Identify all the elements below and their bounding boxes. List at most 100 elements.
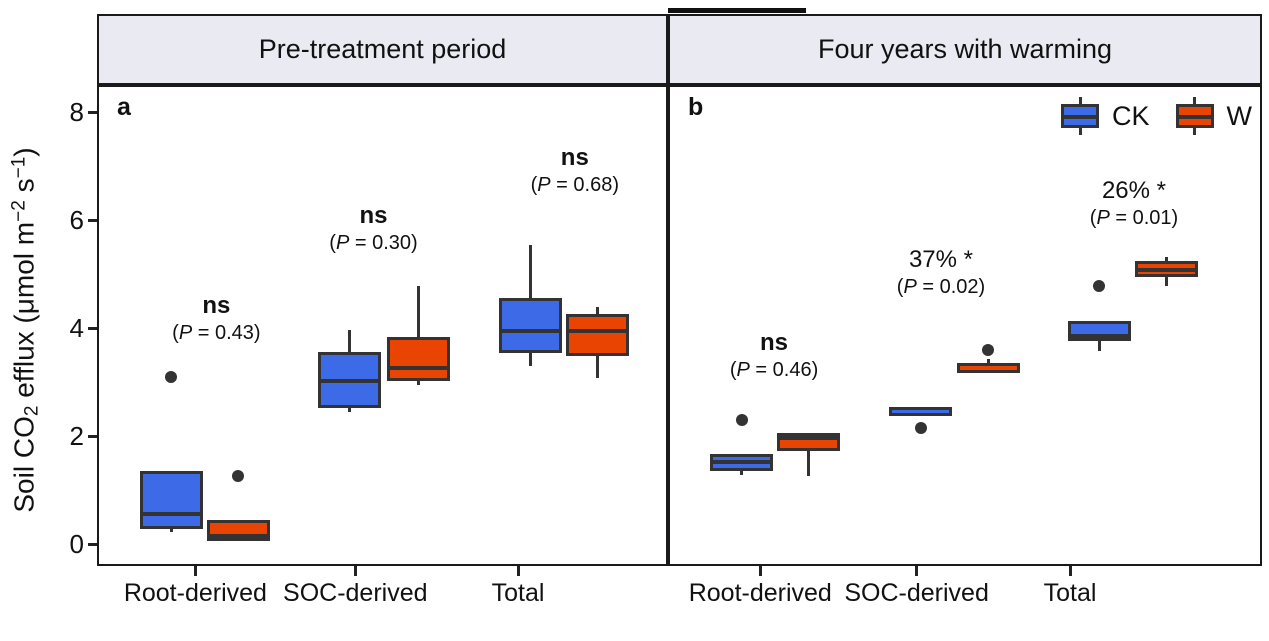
significance-label: ns (202, 292, 231, 320)
outlier-point (735, 414, 748, 427)
panel-header-warming: Four years with warming (668, 14, 1262, 85)
p-value-label: (P = 0.30) (329, 231, 418, 254)
x-category-label: Total (491, 579, 545, 607)
y-title-text: efflux (μmol m (8, 221, 40, 406)
significance-label: ns (560, 143, 589, 171)
box-ck (139, 471, 203, 529)
legend-label-ck: CK (1112, 100, 1150, 131)
box-ck (889, 407, 953, 416)
whisker-low (416, 381, 420, 385)
plot-area-a: a Root-derived ns (P = 0.43) SOC-derived ns(… (97, 85, 668, 607)
y-title-text: Soil CO (8, 416, 40, 513)
p-value-label: (P = 0.68) (530, 173, 620, 196)
panel-pretreatment: Pre-treatment period a Root-derived ns (P … (97, 14, 668, 607)
outlier-point (165, 370, 178, 383)
whisker-high (416, 285, 420, 338)
box-w (565, 314, 629, 357)
y-tick-label: 2 (69, 421, 84, 451)
panel-label-b: b (688, 93, 704, 121)
y-tick-label: 8 (69, 97, 84, 127)
box-ck (1067, 320, 1131, 342)
whisker-low (169, 528, 173, 533)
median-line (142, 512, 200, 517)
x-tick-mark (758, 566, 762, 576)
whisker-high (529, 244, 533, 299)
whisker-low (1165, 276, 1169, 286)
y-title-superscript: −2 (8, 200, 30, 222)
y-tick-label: 0 (69, 529, 84, 559)
plot-area-b: b CK W Root-derived ns (P = 0.46) SOC-deriv… (668, 85, 1262, 607)
boxplot-glyph-w-icon (1175, 95, 1214, 137)
outlier-point (232, 469, 245, 482)
x-tick-mark (915, 566, 919, 576)
legend-item-ck: CK (1061, 95, 1150, 137)
outlier-point (1093, 279, 1106, 292)
significance-label: ns (359, 201, 388, 229)
p-value-label: (P = 0.01) (1089, 206, 1179, 229)
outlier-point (982, 343, 995, 356)
y-title-superscript: −1 (8, 156, 30, 179)
glyph-box (1175, 104, 1214, 128)
median-line (1070, 334, 1128, 339)
y-tick-mark (88, 327, 97, 330)
glyph-median (1178, 115, 1211, 119)
whisker-low (1097, 341, 1101, 352)
whisker-low (807, 451, 811, 476)
x-category-label: SOC-derived (283, 579, 428, 607)
glyph-box (1061, 104, 1099, 128)
significance-label: 26% * (1101, 176, 1166, 204)
median-line (713, 459, 770, 464)
median-line (389, 365, 447, 370)
box-ck (317, 352, 381, 408)
box-w (206, 519, 270, 541)
whisker-low (529, 352, 533, 367)
stray-mark (668, 8, 806, 13)
x-tick-mark (516, 566, 520, 576)
legend: CK W (1061, 95, 1252, 137)
x-category-label: Root-derived (688, 579, 832, 607)
y-tick-label: 4 (69, 313, 84, 343)
x-category-label: Total (1043, 579, 1097, 607)
box-w (1135, 261, 1199, 277)
median-line (209, 533, 267, 538)
x-tick-mark (353, 566, 357, 576)
panel-warming: Four years with warming b CK W Root-deri… (668, 14, 1262, 607)
p-value-label: (P = 0.46) (729, 358, 819, 381)
whisker-high (347, 329, 351, 353)
x-tick-mark (1068, 566, 1072, 576)
whisker-high (1165, 257, 1169, 262)
glyph-median (1064, 115, 1096, 119)
outlier-point (914, 422, 927, 435)
panel-header-pretreatment: Pre-treatment period (97, 14, 668, 85)
y-tick-label: 6 (69, 205, 84, 235)
boxplot-glyph-ck-icon (1061, 95, 1099, 137)
median-line (568, 329, 626, 334)
x-tick-mark (193, 566, 197, 576)
panel-label-a: a (117, 93, 131, 121)
whisker-low (595, 356, 599, 378)
box-ck (710, 453, 773, 472)
box-w (956, 363, 1020, 373)
whisker-high (595, 307, 599, 315)
y-tick-mark (88, 435, 97, 438)
significance-label: ns (760, 328, 789, 356)
median-line (320, 379, 378, 384)
y-title-text: ) (8, 147, 40, 157)
y-title-subscript: 2 (21, 405, 43, 417)
legend-label-w: W (1226, 100, 1252, 131)
y-tick-mark (88, 111, 97, 114)
panel-title: Pre-treatment period (258, 34, 507, 64)
box-ck (499, 298, 563, 353)
legend-item-w: W (1175, 95, 1252, 137)
median-line (502, 329, 560, 334)
whisker-low (740, 471, 743, 475)
y-title-text: s (8, 178, 40, 201)
box-w (777, 432, 841, 452)
panel-title: Four years with warming (817, 34, 1113, 64)
box-w (386, 337, 450, 382)
y-tick-mark (88, 219, 97, 222)
whisker-high (986, 359, 990, 364)
x-category-label: Root-derived (123, 579, 267, 607)
y-tick-mark (88, 543, 97, 546)
